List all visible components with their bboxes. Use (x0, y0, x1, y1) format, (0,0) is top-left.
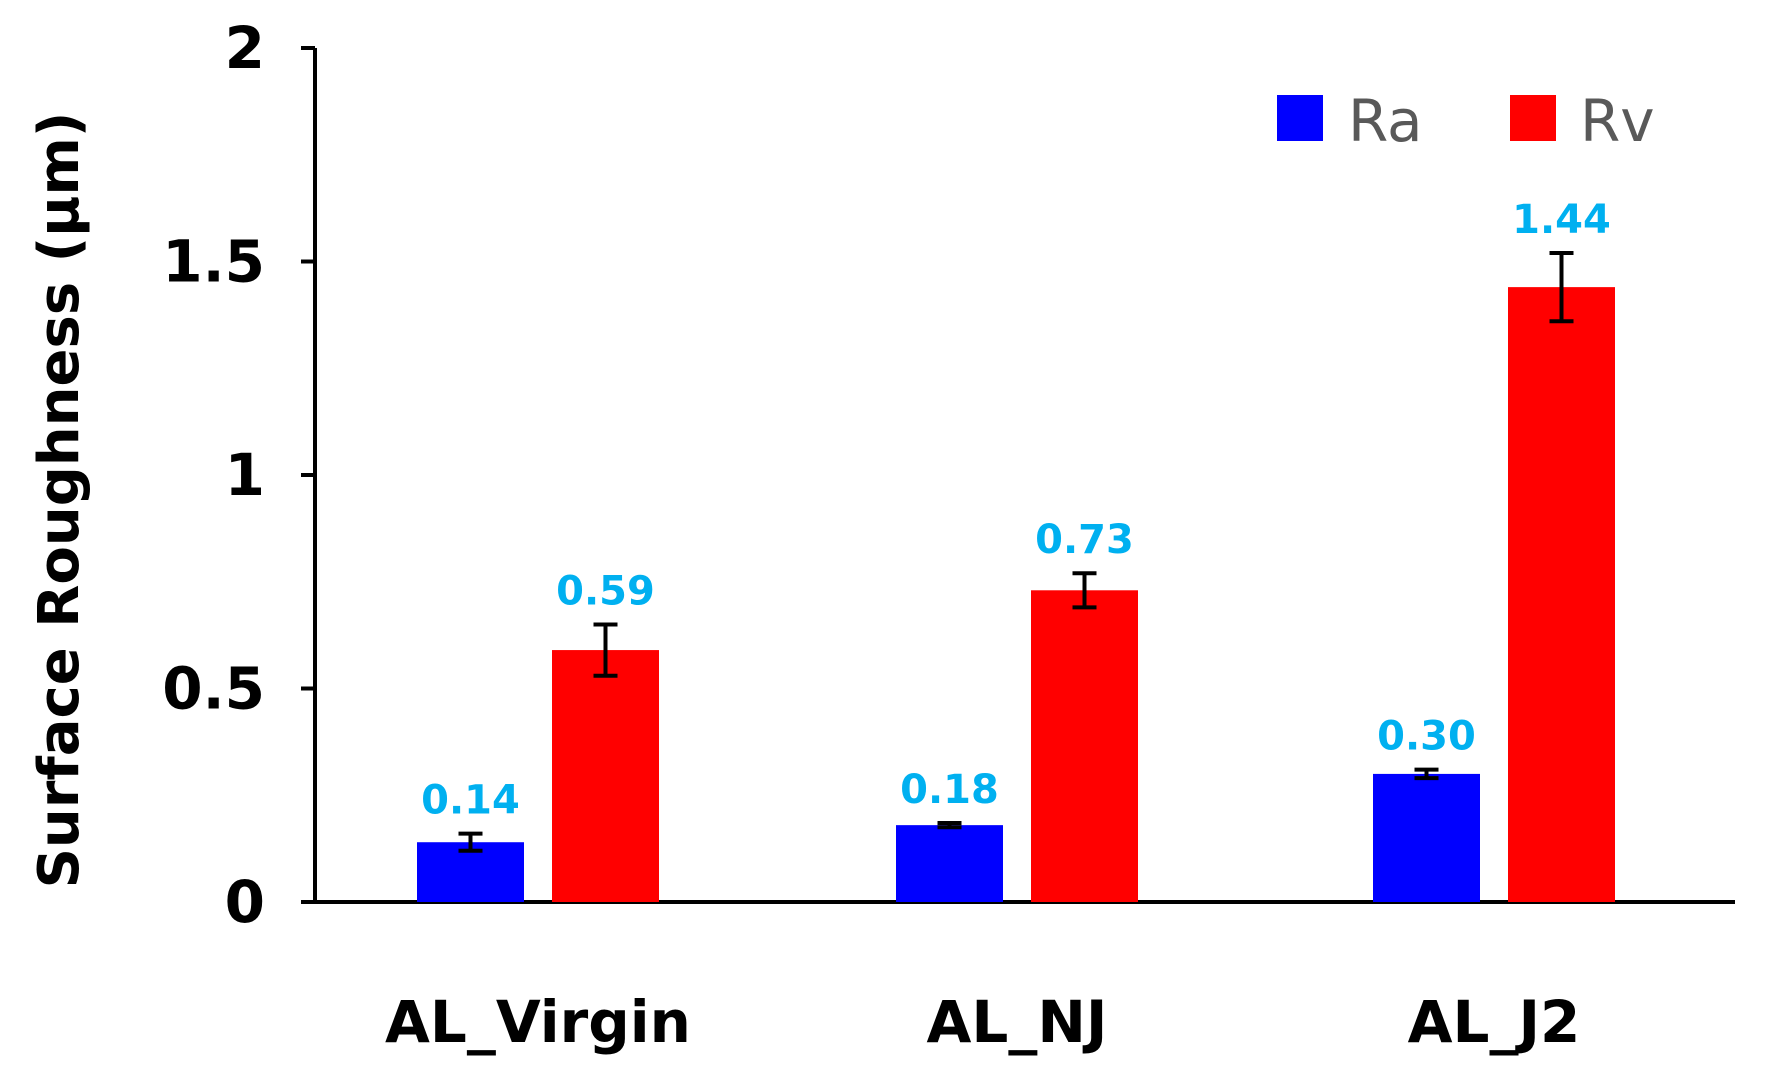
bar-ra (1373, 773, 1480, 902)
bars (417, 250, 1615, 902)
legend-label-ra: Ra (1348, 87, 1423, 155)
y-tick-label: 1.5 (162, 228, 265, 296)
x-category-label: AL_Virgin (385, 988, 691, 1056)
y-tick-label: 1 (225, 441, 265, 509)
legend: Ra Rv (1277, 87, 1655, 155)
legend-swatch-ra (1277, 95, 1323, 141)
y-tick-label: 0 (225, 868, 265, 936)
bar-ra (896, 825, 1003, 902)
legend-label-rv: Rv (1580, 87, 1655, 155)
labels: AL_Virgin 0.14 0.59 AL_NJ 0.18 0.73 AL_J2 0.30 1… (385, 197, 1611, 1056)
data-label-rv: 1.44 (1512, 197, 1611, 243)
y-tick-label: 2 (225, 14, 265, 82)
data-label-rv: 0.59 (556, 568, 655, 614)
x-category-label: AL_J2 (1408, 988, 1581, 1056)
data-label-ra: 0.30 (1377, 714, 1476, 760)
bar-rv (552, 650, 659, 902)
bar-rv (1508, 287, 1615, 902)
legend-swatch-rv (1510, 95, 1556, 141)
data-label-rv: 0.73 (1035, 517, 1134, 563)
x-category-label: AL_NJ (927, 988, 1108, 1056)
data-label-ra: 0.14 (421, 778, 520, 824)
data-label-ra: 0.18 (900, 767, 999, 813)
y-tick-label: 0.5 (162, 655, 265, 723)
axes: 0 0.5 1 1.5 2 (162, 14, 1735, 936)
y-axis-title: Surface Roughness (μm) (27, 112, 92, 889)
bar-rv (1031, 590, 1138, 902)
